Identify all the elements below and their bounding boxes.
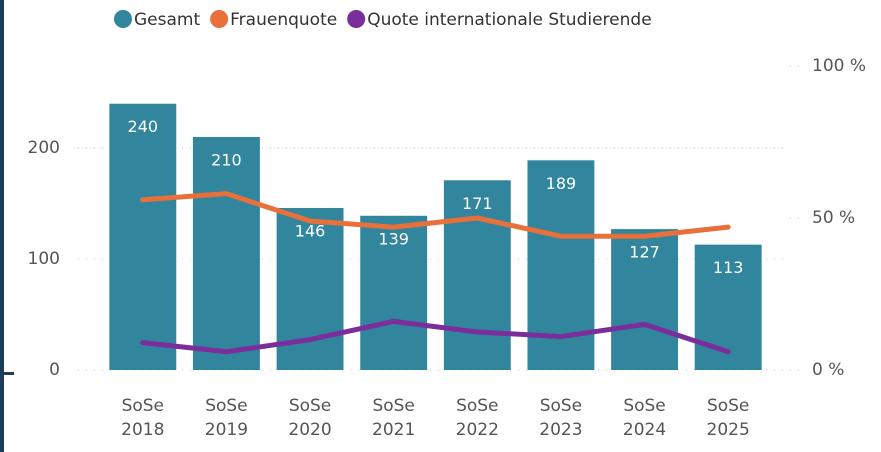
x-tick-label: SoSe 2022	[455, 396, 499, 440]
y-tick-label: 100	[28, 249, 60, 269]
y2-tick-label: 100 %	[812, 56, 866, 76]
data-label: 146	[295, 222, 326, 241]
y2-tick-label: 0 %	[812, 360, 844, 380]
data-label: 171	[462, 194, 493, 213]
y2-tick-label: 50 %	[812, 208, 855, 228]
line	[140, 318, 731, 355]
legend-marker	[114, 10, 132, 28]
data-label: 210	[211, 151, 242, 170]
data-label: 127	[629, 243, 660, 262]
x-tick-label: SoSe 2018	[121, 396, 165, 440]
data-label: 240	[128, 117, 159, 136]
legend-label: Quote internationale Studierende	[367, 10, 651, 30]
data-label: 113	[713, 258, 744, 277]
legend-marker	[210, 10, 229, 28]
x-tick-label: SoSe 2021	[372, 396, 416, 440]
data-label: 189	[546, 174, 577, 193]
data-label: 139	[378, 229, 409, 248]
bar	[192, 137, 260, 370]
frame-edge	[0, 372, 14, 375]
x-tick-label: SoSe 2025	[706, 396, 750, 440]
line	[140, 191, 731, 239]
x-tick-label: SoSe 2020	[288, 396, 332, 440]
bar	[611, 229, 679, 370]
legend-label: Frauenquote	[230, 10, 337, 30]
x-tick-label: SoSe 2019	[204, 396, 249, 440]
y-tick-label: 200	[28, 138, 60, 158]
x-tick-label: SoSe 2023	[539, 396, 583, 440]
legend-marker	[347, 10, 366, 28]
bar	[694, 244, 762, 370]
x-tick-label: SoSe 2024	[622, 396, 667, 440]
bar	[109, 103, 177, 370]
bar	[360, 215, 428, 370]
y-tick-label: 0	[49, 360, 60, 380]
legend-label: Gesamt	[134, 10, 200, 30]
bar	[443, 180, 511, 370]
frame-edge	[0, 0, 4, 452]
